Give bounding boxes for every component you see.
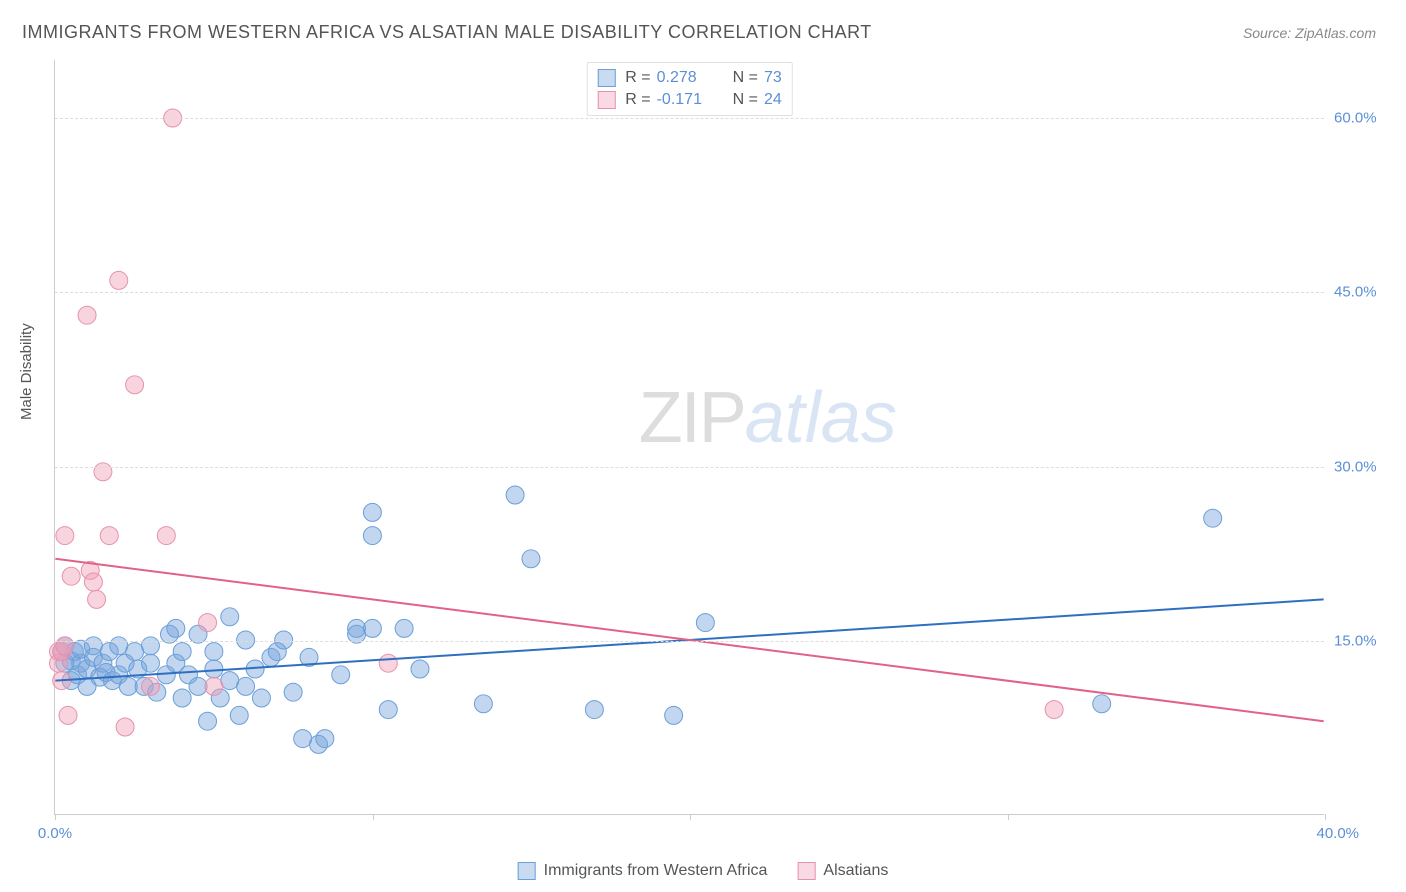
scatter-svg [55, 60, 1324, 814]
r-value-1: 0.278 [657, 69, 717, 87]
data-point [585, 701, 603, 719]
data-point [110, 637, 128, 655]
legend-label-series2: Alsatians [823, 862, 888, 880]
y-tick-label: 15.0% [1334, 632, 1394, 649]
y-tick-label: 45.0% [1334, 284, 1394, 301]
data-point [126, 643, 144, 661]
legend-row-series2: R = -0.171 N = 24 [597, 89, 781, 111]
data-point [230, 706, 248, 724]
data-point [199, 614, 217, 632]
r-label: R = [625, 69, 650, 87]
data-point [316, 730, 334, 748]
data-point [78, 306, 96, 324]
data-point [284, 683, 302, 701]
data-point [252, 689, 270, 707]
y-axis-label: Male Disability [18, 323, 35, 420]
gridline [55, 292, 1324, 293]
x-tick-mark [55, 814, 56, 820]
data-point [189, 677, 207, 695]
data-point [237, 677, 255, 695]
data-point [395, 619, 413, 637]
chart-title: IMMIGRANTS FROM WESTERN AFRICA VS ALSATI… [22, 22, 872, 43]
data-point [1093, 695, 1111, 713]
data-point [363, 503, 381, 521]
n-value-1: 73 [764, 69, 782, 87]
legend-row-series1: R = 0.278 N = 73 [597, 67, 781, 89]
data-point [332, 666, 350, 684]
n-value-2: 24 [764, 91, 782, 109]
data-point [84, 637, 102, 655]
legend-label-series1: Immigrants from Western Africa [544, 862, 768, 880]
data-point [363, 527, 381, 545]
data-point [62, 567, 80, 585]
data-point [110, 271, 128, 289]
source-label: Source: [1243, 25, 1291, 41]
data-point [56, 637, 74, 655]
x-tick-label: 40.0% [1316, 825, 1359, 842]
data-point [59, 706, 77, 724]
correlation-legend: R = 0.278 N = 73 R = -0.171 N = 24 [586, 62, 792, 116]
plot-area: ZIPatlas R = 0.278 N = 73 R = -0.171 N =… [54, 60, 1324, 815]
data-point [205, 643, 223, 661]
series-legend: Immigrants from Western Africa Alsatians [518, 862, 889, 880]
gridline [55, 467, 1324, 468]
data-point [696, 614, 714, 632]
data-point [205, 677, 223, 695]
x-tick-mark [1008, 814, 1009, 820]
data-point [1045, 701, 1063, 719]
data-point [363, 619, 381, 637]
data-point [119, 677, 137, 695]
data-point [88, 590, 106, 608]
data-point [141, 654, 159, 672]
x-tick-label: 0.0% [38, 825, 72, 842]
x-tick-mark [1325, 814, 1326, 820]
data-point [100, 527, 118, 545]
r-value-2: -0.171 [657, 91, 717, 109]
source-value: ZipAtlas.com [1295, 25, 1376, 41]
y-tick-label: 30.0% [1334, 458, 1394, 475]
data-point [205, 660, 223, 678]
data-point [221, 608, 239, 626]
legend-item-series2: Alsatians [797, 862, 888, 880]
data-point [157, 527, 175, 545]
data-point [167, 619, 185, 637]
legend-swatch-pink [597, 91, 615, 109]
data-point [94, 463, 112, 481]
data-point [141, 677, 159, 695]
data-point [506, 486, 524, 504]
gridline [55, 641, 1324, 642]
data-point [665, 706, 683, 724]
data-point [84, 573, 102, 591]
data-point [294, 730, 312, 748]
data-point [474, 695, 492, 713]
data-point [1204, 509, 1222, 527]
n-label: N = [733, 69, 758, 87]
data-point [379, 654, 397, 672]
legend-item-series1: Immigrants from Western Africa [518, 862, 768, 880]
data-point [173, 689, 191, 707]
data-point [141, 637, 159, 655]
data-point [379, 701, 397, 719]
data-point [126, 376, 144, 394]
data-point [173, 643, 191, 661]
data-point [411, 660, 429, 678]
source-attribution: Source: ZipAtlas.com [1243, 25, 1376, 41]
legend-swatch-pink [797, 862, 815, 880]
data-point [522, 550, 540, 568]
x-tick-mark [373, 814, 374, 820]
gridline [55, 118, 1324, 119]
r-label: R = [625, 91, 650, 109]
legend-swatch-blue [597, 69, 615, 87]
data-point [116, 718, 134, 736]
x-tick-mark [690, 814, 691, 820]
data-point [199, 712, 217, 730]
n-label: N = [733, 91, 758, 109]
data-point [56, 527, 74, 545]
y-tick-label: 60.0% [1334, 110, 1394, 127]
legend-swatch-blue [518, 862, 536, 880]
data-point [221, 672, 239, 690]
